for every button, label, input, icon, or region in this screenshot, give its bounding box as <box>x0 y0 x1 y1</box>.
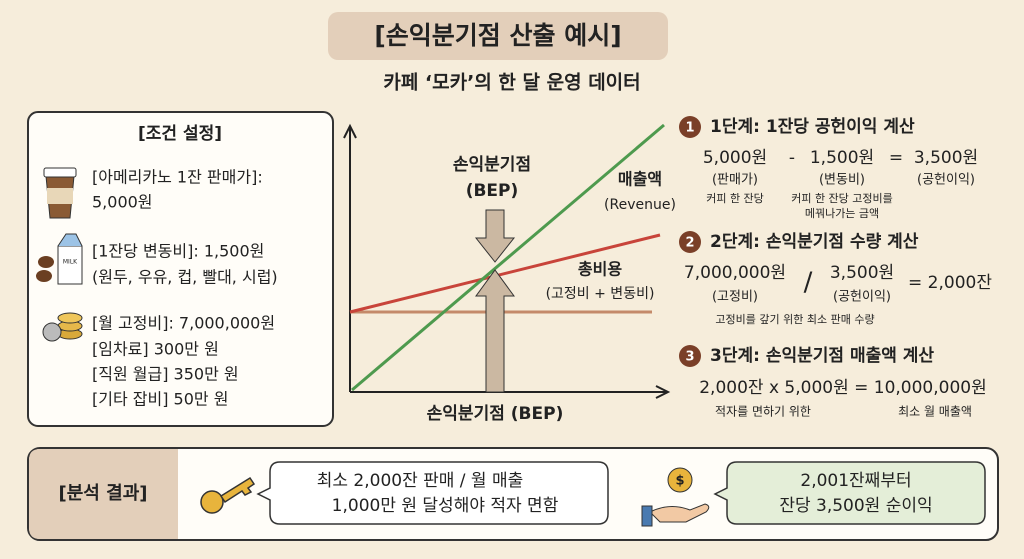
step-term: 2,000잔 x 5,000원 = 10,000,000원 <box>699 378 987 398</box>
step-title: 1단계: 1잔당 공헌이익 계산 <box>710 117 915 137</box>
revenue-line <box>351 123 665 392</box>
condition-text: [1잔당 변동비]: 1,500원 <box>92 242 264 261</box>
step-badge <box>679 345 701 367</box>
step-badge <box>679 116 701 138</box>
condition-text: [임차료] 300만 원 <box>92 340 219 359</box>
result-label-box <box>29 449 178 539</box>
step-title: 3단계: 손익분기점 매출액 계산 <box>710 346 934 366</box>
bep-arrow <box>475 269 515 393</box>
step-note: 메꿔나가는 금액 <box>805 207 879 220</box>
revenue-label: (Revenue) <box>604 197 676 213</box>
conditions-title: [조건 설정] <box>138 124 222 144</box>
condition-text: 5,000원 <box>92 193 153 212</box>
step-number: 2 <box>685 236 694 251</box>
cost-label: (고정비 + 변동비) <box>546 286 655 302</box>
step-term: - <box>789 148 795 168</box>
x-axis-label: 손익분기점 (BEP) <box>427 404 564 424</box>
step-sublabel: (공헌이익) <box>833 290 891 305</box>
milk-icon: MILK <box>36 233 83 285</box>
step-term: = <box>889 148 903 168</box>
condition-text: [기타 잡비] 50만 원 <box>92 390 228 409</box>
coin-symbol: $ <box>675 474 684 489</box>
step-sublabel: (공헌이익) <box>917 173 975 188</box>
bep-label: 손익분기점 <box>453 155 531 175</box>
condition-text: [아메리카노 1잔 판매가]: <box>92 168 263 187</box>
step-badge <box>679 231 701 253</box>
step-sublabel: (고정비) <box>712 290 758 305</box>
result-text: 1,000만 원 달성해야 적자 면함 <box>332 496 559 516</box>
result-text: 최소 2,000잔 판매 / 월 매출 <box>317 471 524 491</box>
step-term: 3,500원 <box>914 148 978 168</box>
icon-label: MILK <box>63 259 78 266</box>
coin-hand-icon: $ <box>641 467 710 527</box>
step-sublabel: (판매가) <box>712 173 758 188</box>
bep-arrow <box>474 209 516 263</box>
title: [손익분기점 산출 예시] <box>374 21 621 50</box>
bep-label: (BEP) <box>466 181 519 201</box>
step-note: 적자를 면하기 위한 <box>715 405 811 419</box>
conditions-box <box>27 111 334 427</box>
step-term: / <box>804 268 813 298</box>
step-note: 고정비를 갚기 위한 최소 판매 수량 <box>715 313 874 326</box>
step-number: 1 <box>685 121 694 136</box>
coffee-icon <box>43 167 77 219</box>
step-note: 커피 한 잔당 고정비를 <box>791 192 893 205</box>
step-sublabel: (변동비) <box>819 173 865 188</box>
key-icon <box>200 476 256 514</box>
condition-text: (원두, 우유, 컵, 빨대, 시럽) <box>92 268 278 287</box>
total-cost-line <box>349 233 661 314</box>
step-title: 2단계: 손익분기점 수량 계산 <box>710 232 919 252</box>
result-text: 2,001잔째부터 <box>800 471 911 491</box>
step-term: 1,500원 <box>810 148 874 168</box>
subtitle: 카페 ‘모카’의 한 달 운영 데이터 <box>383 72 640 94</box>
result-label: [분석 결과] <box>59 483 148 504</box>
step-note: 최소 월 매출액 <box>898 405 972 419</box>
step-term: 7,000,000원 <box>684 263 786 283</box>
step-number: 3 <box>685 350 694 365</box>
step-term: 3,500원 <box>830 263 894 283</box>
result-bubble <box>256 461 609 525</box>
title-box <box>328 12 668 60</box>
chart-axes <box>343 123 671 399</box>
revenue-label: 매출액 <box>618 170 662 189</box>
result-text: 잔당 3,500원 순이익 <box>779 496 932 516</box>
coins-icon <box>42 312 83 342</box>
cost-label: 총비용 <box>578 260 622 279</box>
condition-text: [월 고정비]: 7,000,000원 <box>92 314 275 333</box>
step-term: 5,000원 <box>703 148 767 168</box>
step-term: = 2,000잔 <box>908 273 992 293</box>
result-bubble <box>713 461 986 525</box>
step-note: 커피 한 잔당 <box>706 192 764 205</box>
condition-text: [직원 월급] 350만 원 <box>92 365 239 384</box>
